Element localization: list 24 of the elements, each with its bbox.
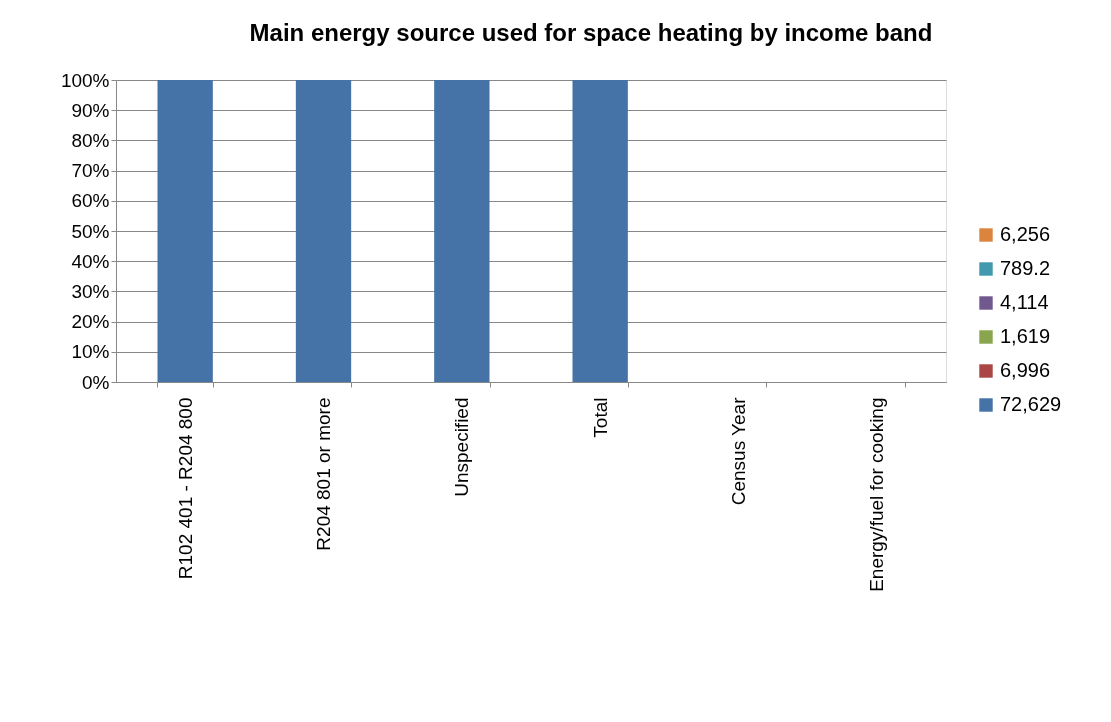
y-tick-label: 50% (71, 220, 110, 242)
y-tick-label: 20% (71, 311, 110, 333)
x-tick-label: Unspecified (451, 397, 473, 497)
x-tick-label: R102 401 - R204 800 (174, 397, 196, 580)
legend-label: 6,996 (1000, 359, 1051, 381)
y-tick-label: 30% (71, 280, 110, 302)
y-tick-label: 90% (71, 99, 110, 121)
y-tick-label: 10% (71, 341, 110, 363)
legend-label: 789.2 (1000, 257, 1051, 279)
chart-title: Main energy source used for space heating by income band (249, 19, 933, 46)
x-tick-label: R204 801 or more (313, 397, 334, 551)
y-tick-label: 70% (71, 160, 110, 182)
y-tick-label: 40% (71, 250, 110, 272)
y-tick-label: 80% (71, 129, 110, 151)
x-tick-label: Total (589, 397, 611, 438)
y-tick-label: 0% (82, 371, 110, 393)
x-tick-label: Energy/fuel for cooking (866, 397, 888, 592)
legend-label: 6,256 (1000, 223, 1051, 245)
legend-label: 1,619 (1000, 325, 1051, 347)
y-tick-label: 60% (71, 190, 110, 212)
legend-label: 4,114 (1000, 291, 1049, 313)
legend-label: 72,629 (1000, 393, 1062, 415)
x-tick-label: Census Year (728, 396, 749, 506)
y-tick-label: 100% (60, 69, 110, 91)
